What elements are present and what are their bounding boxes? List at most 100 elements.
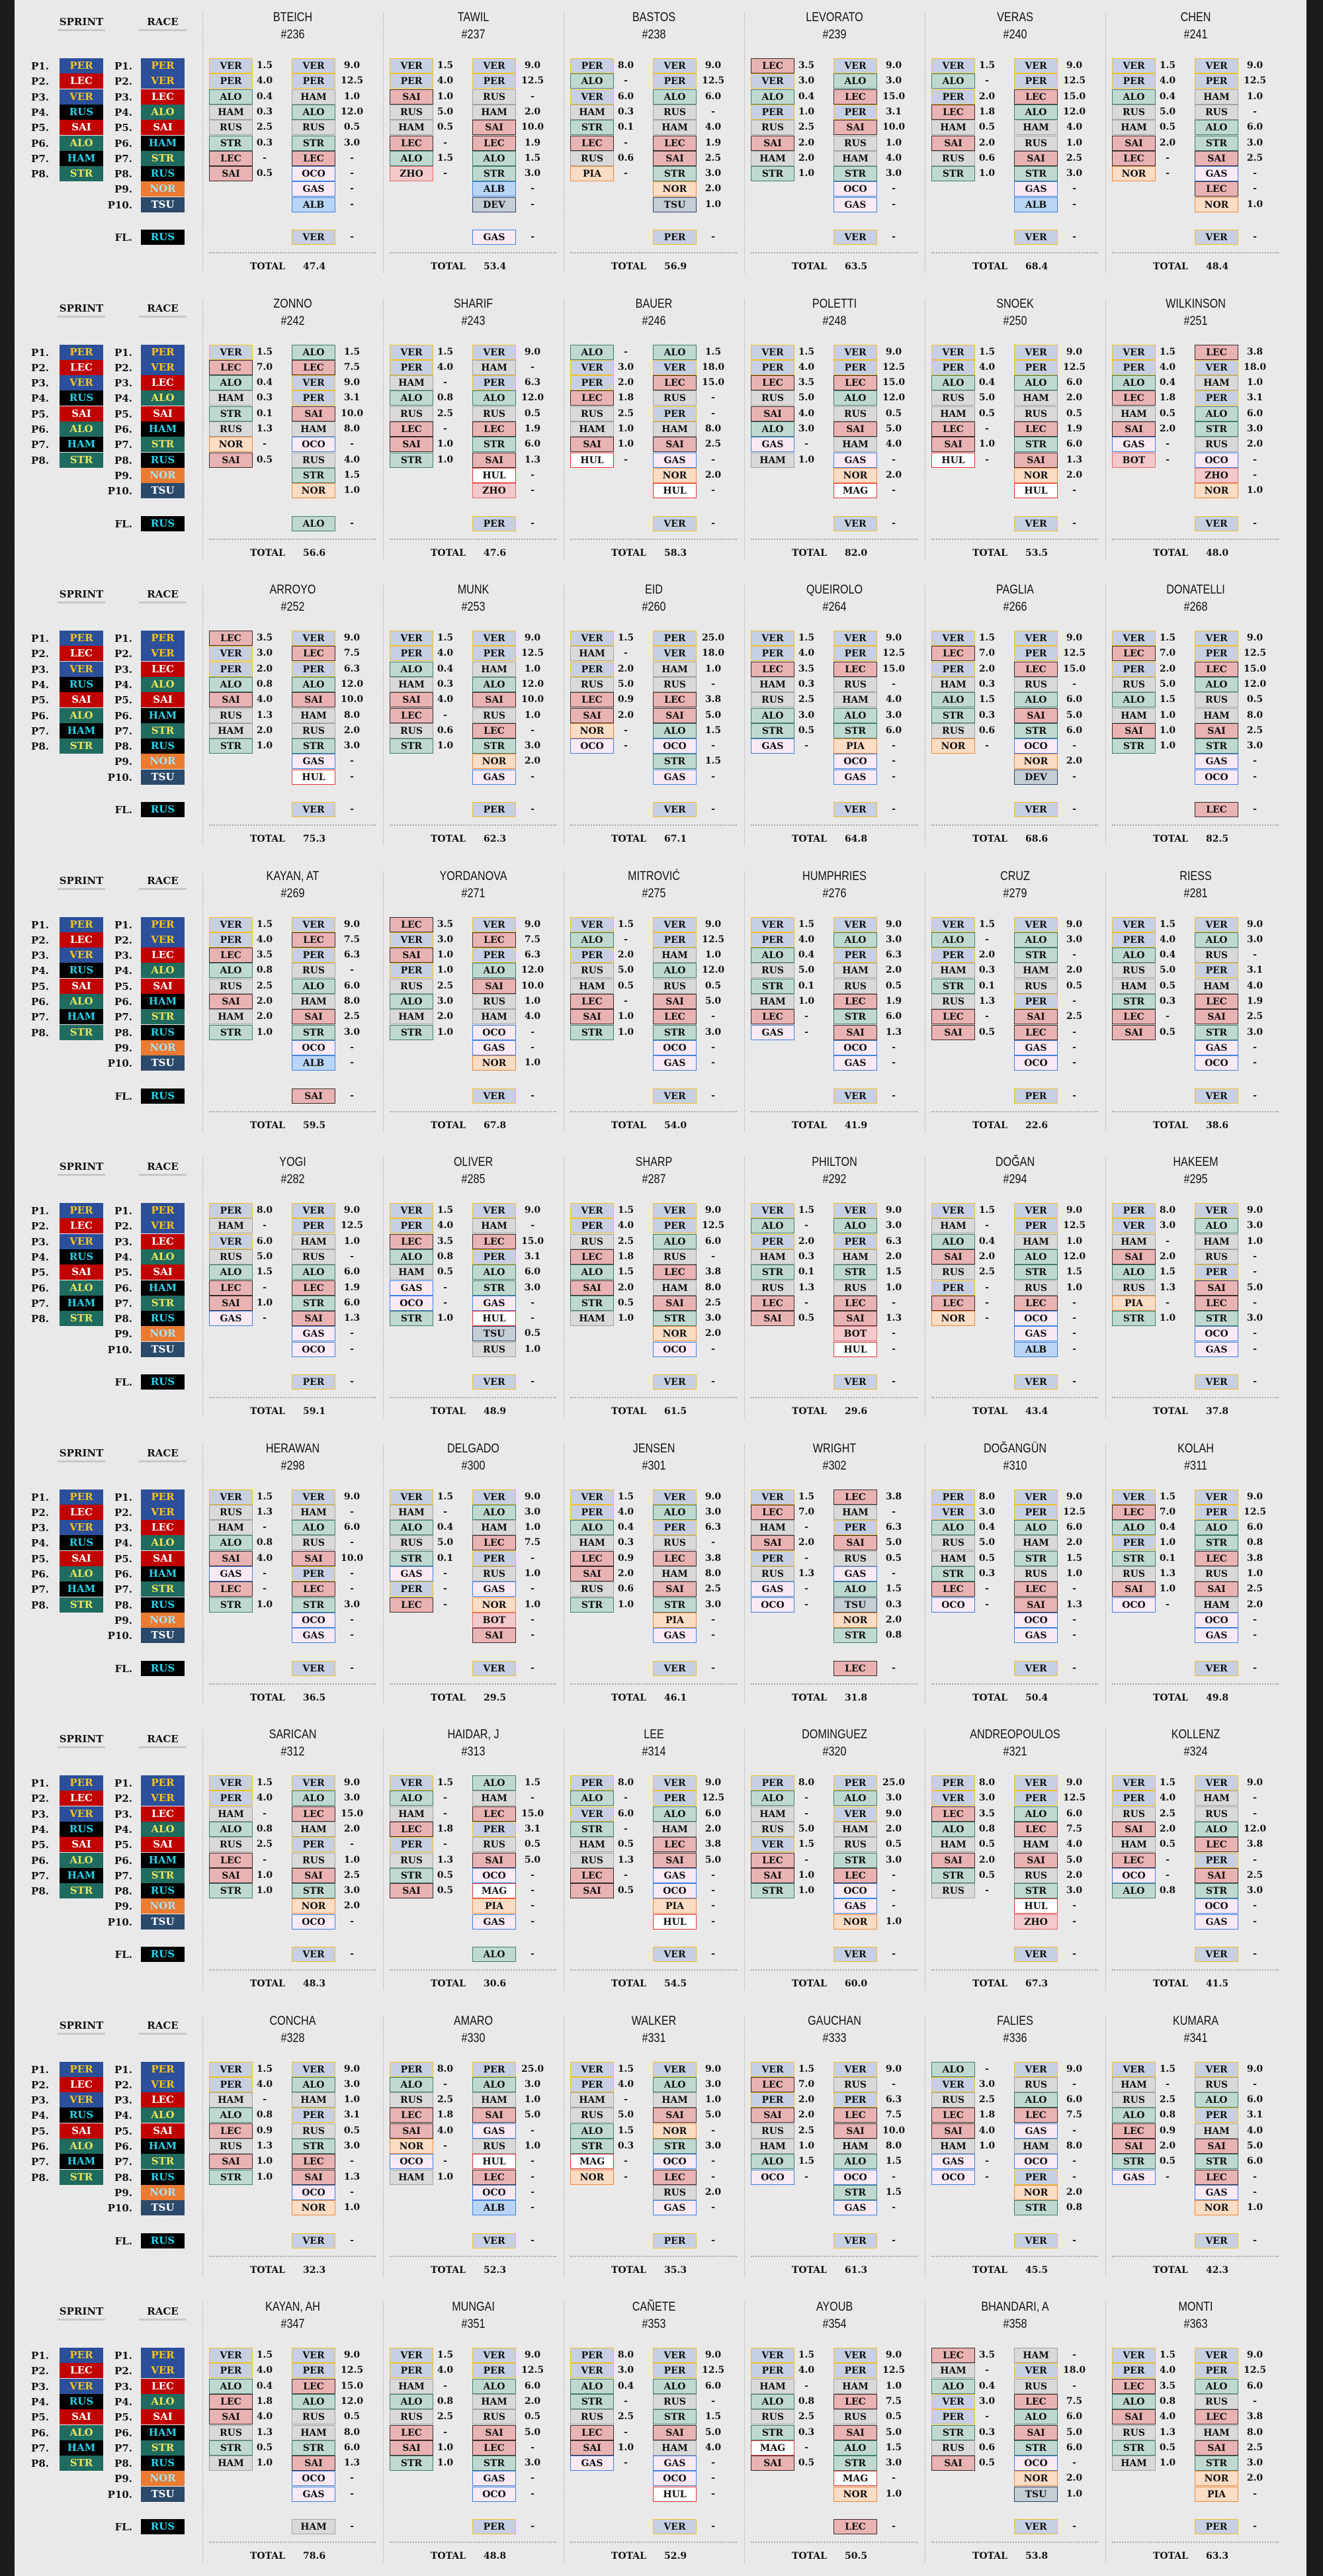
race-pick-driver: SAI — [1195, 150, 1238, 166]
participant-card: KOLLENZ #324 VER 1.5 PER 4.0 RUS 2.5 SAI 2.0 HAM 0.… — [1105, 1717, 1286, 2003]
sprint-pick-points: - — [804, 1854, 808, 1865]
total-value: 53.8 — [1025, 2551, 1048, 2561]
race-pick-points: - — [1072, 1343, 1076, 1355]
sprint-pick-points: 1.0 — [617, 1313, 634, 1324]
fastest-lap-pick-driver: VER — [472, 1374, 516, 1390]
actual-sprint-driver: SAI — [60, 2123, 103, 2139]
race-pick-points: - — [1253, 1042, 1257, 1053]
total-label: TOTAL — [611, 2551, 646, 2561]
position-label: P8. — [114, 1885, 132, 1898]
participant-number: #324 — [1183, 1745, 1208, 1759]
sprint-pick-points: 0.6 — [617, 152, 634, 163]
race-pick-points: 1.5 — [885, 1583, 902, 1595]
position-label: P9. — [114, 2473, 132, 2485]
sprint-pick-driver: PER — [570, 1775, 614, 1791]
race-pick-driver: GAS — [653, 769, 697, 785]
total-value: 59.1 — [303, 1406, 326, 1417]
race-pick-driver: GAS — [1014, 181, 1058, 197]
total-label: TOTAL — [431, 2264, 466, 2276]
race-pick-driver: LEC — [1014, 1821, 1058, 1837]
fastest-lap-pick-driver: VER — [292, 2233, 335, 2248]
race-pick-points: 2.5 — [1246, 1583, 1263, 1595]
race-pick-driver: PER — [653, 1218, 697, 1234]
sprint-pick-points: 0.3 — [978, 678, 996, 689]
fastest-lap-pick-driver: VER — [1195, 1947, 1238, 1962]
sprint-pick-points: 2.5 — [617, 1235, 634, 1247]
race-pick-driver: HAM — [653, 2440, 697, 2456]
sprint-pick-driver: VER — [751, 2348, 794, 2363]
sprint-pick-driver: ALO — [570, 932, 614, 948]
race-pick-driver: HAM — [833, 437, 877, 453]
race-pick-driver: NOR — [833, 2486, 877, 2502]
sprint-pick-points: 0.3 — [798, 1251, 815, 1262]
sprint-pick-driver: PER — [751, 104, 794, 120]
race-pick-points: - — [531, 183, 534, 195]
sprint-pick-points: 1.3 — [256, 2426, 273, 2438]
sprint-pick-points: 8.0 — [978, 1491, 996, 1502]
actual-sprint-driver: HAM — [60, 1009, 103, 1025]
race-pick-points: 6.0 — [1066, 1522, 1083, 1533]
actual-race-driver: LEC — [141, 948, 185, 963]
race-pick-points: 6.0 — [1066, 2411, 1083, 2422]
actual-race-driver: VER — [141, 2363, 185, 2379]
race-pick-driver: SAI — [653, 1581, 697, 1597]
race-pick-driver: HAM — [292, 1821, 335, 1837]
race-pick-driver: GAS — [1014, 1326, 1058, 1342]
sprint-pick-points: 3.0 — [798, 75, 815, 87]
sprint-pick-driver: VER — [1112, 1775, 1156, 1791]
race-pick-driver: PER — [472, 1821, 516, 1837]
race-pick-driver: HAM — [1014, 1233, 1058, 1249]
race-pick-driver: SAI — [292, 2169, 335, 2185]
sprint-pick-driver: VER — [751, 1837, 794, 1853]
total-label: TOTAL — [431, 2551, 466, 2561]
total-label: TOTAL — [250, 1692, 285, 1703]
race-pick-driver: ALO — [1014, 1520, 1058, 1536]
sprint-pick-driver: LEC — [931, 1806, 975, 1822]
position-label: P1. — [114, 633, 132, 644]
race-pick-points: 3.0 — [704, 168, 722, 179]
actual-race-driver: HAM — [141, 707, 185, 723]
sprint-pick-points: 2.0 — [978, 91, 996, 102]
position-label: P8. — [114, 454, 132, 466]
sprint-pick-points: 0.5 — [978, 1026, 996, 1038]
race-pick-points: 7.5 — [343, 934, 361, 945]
sprint-pick-driver: VER — [570, 2061, 614, 2077]
race-pick-points: - — [350, 1568, 354, 1579]
race-pick-driver: PER — [1014, 1504, 1058, 1520]
sprint-pick-points: 2.0 — [1159, 423, 1176, 434]
race-pick-driver: PER — [292, 661, 335, 677]
total-label: TOTAL — [611, 1692, 646, 1703]
position-label: P4. — [114, 678, 132, 691]
race-pick-driver: HAM — [1014, 2348, 1058, 2363]
actual-race-driver: RUS — [141, 2456, 185, 2471]
sprint-pick-driver: LEC — [931, 1009, 975, 1025]
race-pick-driver: HAM — [292, 422, 335, 437]
actual-race-driver: TSU — [141, 483, 185, 499]
total-value: 45.5 — [1025, 2264, 1048, 2276]
column-divider — [383, 12, 384, 273]
sprint-pick-driver: LEC — [570, 1550, 614, 1566]
race-pick-driver: PER — [472, 2061, 516, 2077]
race-pick-driver: HAM — [472, 1791, 516, 1806]
sprint-pick-points: - — [443, 1793, 447, 1804]
race-pick-driver: OCO — [653, 2471, 697, 2487]
participant-card: HAIDAR, J #313 VER 1.5 ALO - HAM - LEC 1.8 PER - RUS… — [383, 1717, 564, 2003]
total-label: TOTAL — [972, 2264, 1007, 2276]
actual-race-driver: TSU — [141, 2200, 185, 2216]
position-label: P2. — [114, 648, 132, 660]
race-pick-driver: LEC — [653, 1009, 697, 1025]
race-pick-points: 4.0 — [343, 454, 361, 465]
sprint-pick-driver: PER — [209, 661, 253, 677]
position-label: P3. — [31, 2094, 49, 2107]
actual-race-driver: ALO — [141, 390, 185, 406]
race-pick-driver: RUS — [1014, 406, 1058, 422]
race-pick-points: 1.0 — [524, 996, 541, 1006]
sprint-pick-points: 0.5 — [617, 1885, 634, 1896]
participant-number: #237 — [461, 28, 486, 42]
actual-sprint-driver: STR — [60, 1883, 103, 1899]
sprint-pick-driver: HAM — [1112, 707, 1156, 723]
sprint-pick-driver: STR — [209, 135, 253, 151]
race-pick-driver: ALO — [472, 676, 516, 692]
total-value: 50.5 — [845, 2551, 868, 2561]
sprint-pick-driver: HAM — [751, 452, 794, 468]
